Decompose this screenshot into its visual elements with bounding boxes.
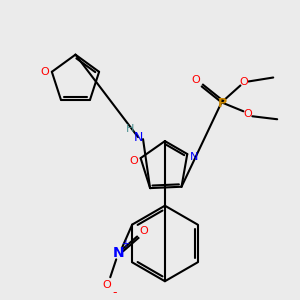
Text: -: - xyxy=(112,286,116,299)
Text: O: O xyxy=(102,280,111,290)
Text: O: O xyxy=(140,226,148,236)
Text: O: O xyxy=(239,77,248,88)
Text: N: N xyxy=(190,152,198,162)
Text: N: N xyxy=(134,130,143,144)
Text: O: O xyxy=(40,67,49,77)
Text: +: + xyxy=(121,239,129,250)
Text: P: P xyxy=(218,97,227,110)
Text: O: O xyxy=(191,76,200,85)
Text: H: H xyxy=(126,124,134,134)
Text: N: N xyxy=(112,246,124,260)
Text: O: O xyxy=(129,156,138,166)
Text: O: O xyxy=(243,109,252,119)
